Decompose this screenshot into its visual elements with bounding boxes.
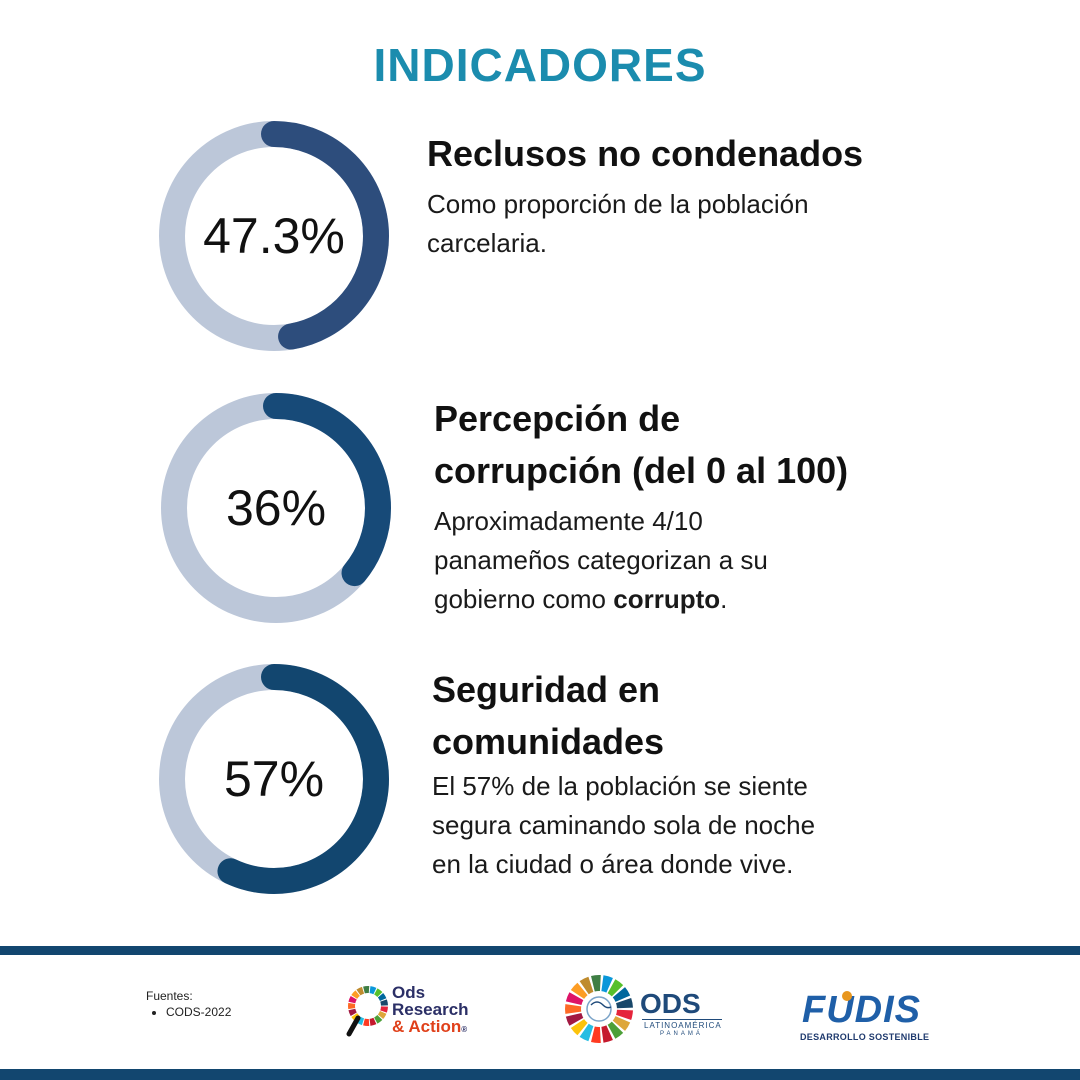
indicator-desc-3: El 57% de la población se siente segura …: [432, 771, 816, 879]
footer-band-bottom: [0, 1069, 1080, 1080]
ods-research-action-logo: Ods Research & Action®: [346, 984, 496, 1044]
donut-svg-1: [159, 121, 389, 351]
source-item: CODS-2022: [166, 1004, 231, 1020]
donut-arc-1: [159, 121, 389, 351]
sources: Fuentes: CODS-2022: [146, 988, 231, 1020]
donut-chart-1: 47.3%: [158, 120, 390, 352]
page-title: INDICADORES: [373, 39, 707, 91]
donut-arc-2: [161, 393, 391, 623]
donut-svg-3: [159, 664, 389, 894]
indicator-desc-1: Como proporción de la población carcelar…: [427, 189, 809, 258]
donut-svg-2: [161, 393, 391, 623]
highlight-corrupto: corrupto: [613, 584, 721, 614]
sources-label: Fuentes:: [146, 989, 193, 1003]
donut-value-2: 36%: [225, 480, 327, 536]
donut-arc-3: [159, 664, 389, 894]
indicator-title-3: Seguridad en comunidades: [432, 669, 665, 762]
magnifier-sdg-icon: [346, 986, 388, 1037]
donut-value-1: 47.3%: [203, 208, 345, 264]
indicator-title-2: Percepción de corrupción (del 0 al 100): [434, 398, 849, 491]
footer-band-top: [0, 946, 1080, 955]
indicator-desc-2: Aproximadamente 4/10 panameños categoriz…: [434, 506, 768, 614]
ods-latinoamerica-logo: ODS LATINOAMÉRICA PANAMÁ: [564, 974, 734, 1044]
fudis-logo: FUDIS DESARROLLO SOSTENIBLE: [800, 989, 930, 1042]
indicator-title-1: Reclusos no condenados: [427, 133, 864, 174]
donut-chart-2: 36%: [160, 392, 392, 624]
sdg-wheel-icon: [565, 975, 633, 1043]
donut-value-3: 57%: [223, 751, 325, 807]
donut-chart-3: 57%: [158, 663, 390, 895]
